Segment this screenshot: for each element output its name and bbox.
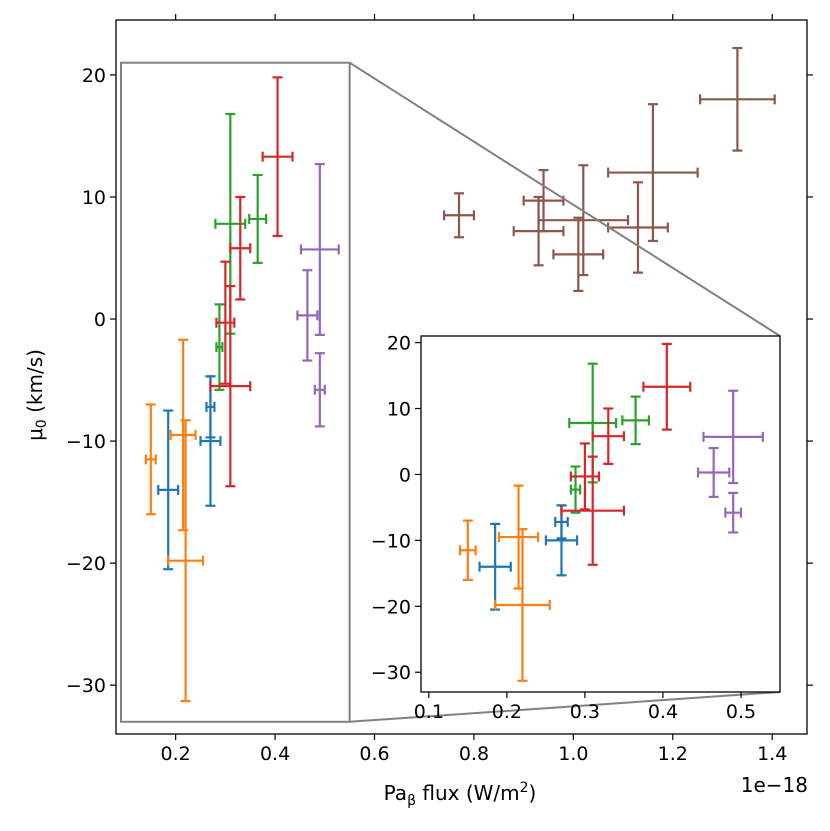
main-red-point (261, 76, 294, 238)
x-offset-text: 1e−18 (741, 773, 808, 797)
zoom-connector-bottom (349, 691, 781, 723)
y-axis-label: μ0 (km/s) (23, 349, 50, 441)
main-y-tick-label: 10 (82, 187, 106, 209)
main-y-tick-label: 0 (94, 309, 106, 331)
main-y-tick-label: 20 (82, 65, 106, 87)
inset-y-tick-label: 0 (399, 464, 411, 486)
inset-y-tick-label: −30 (371, 662, 411, 684)
main-x-tick-label: 1.0 (558, 743, 588, 765)
main-purple-point (299, 162, 340, 336)
main-brown-point (512, 195, 565, 267)
main-y-tick-label: −10 (66, 431, 106, 453)
x-axis-label: Paβ flux (W/m2) (384, 780, 537, 809)
inset-x-tick-label: 0.3 (570, 701, 600, 723)
zoom-indicator (349, 61, 781, 723)
axis-labels: μ0 (km/s) Paβ flux (W/m2) 1e−18 (23, 349, 808, 809)
main-brown-point (607, 181, 669, 274)
inset-purple-point (702, 389, 764, 485)
main-brown-point (699, 46, 776, 152)
main-x-tick-label: 0.4 (260, 743, 290, 765)
main-x-tick-label: 0.8 (459, 743, 489, 765)
inset-y-tick-label: 10 (387, 399, 411, 421)
main-purple-point (296, 269, 319, 362)
zoom-box (119, 61, 351, 723)
inset-y-tick-label: −10 (371, 530, 411, 552)
main-brown-point (552, 216, 605, 293)
inset-purple-point (724, 491, 743, 534)
inset-x-tick-label: 0.4 (648, 701, 678, 723)
inset-y-tick-label: −20 (371, 596, 411, 618)
inset-plot: 0.1 0.2 0.3 0.4 0.5 −30 −20 −10 0 10 20 (371, 333, 781, 723)
zoom-connector-top (349, 61, 781, 337)
main-y-tick-label: −20 (66, 553, 106, 575)
main-orange-point (169, 338, 197, 532)
inset-purple-point (696, 446, 731, 498)
main-green-point (214, 303, 225, 391)
inset-x-tick-label: 0.2 (492, 701, 522, 723)
main-orange-point (144, 403, 157, 516)
inset-green-point (621, 395, 650, 446)
main-y-tick-label: −30 (66, 675, 106, 697)
main-x-tick-label: 1.2 (658, 743, 688, 765)
main-x-tick-label: 1.4 (757, 743, 787, 765)
main-brown-point (443, 192, 476, 239)
inset-orange-point (458, 519, 477, 582)
inset-orange-point (494, 528, 551, 682)
main-orange-point (167, 419, 205, 703)
main-green-point (248, 173, 268, 264)
inset-x-tick-label: 0.5 (726, 701, 756, 723)
inset-blue-point (478, 522, 512, 611)
inset-x-tick-label: 0.1 (414, 701, 444, 723)
inset-red-point (569, 442, 601, 511)
main-purple-point (313, 352, 326, 428)
main-red-point (215, 260, 236, 385)
main-blue-point (157, 409, 180, 571)
main-red-point (229, 195, 252, 301)
inset-red-point (642, 342, 692, 431)
inset-frame (420, 335, 781, 693)
inset-red-point (560, 455, 626, 566)
inset-green-point (569, 465, 582, 514)
inset-y-tick-label: 20 (387, 333, 411, 355)
inset-red-point (591, 407, 626, 465)
main-brown-point (537, 164, 630, 277)
main-x-tick-label: 0.6 (359, 743, 389, 765)
main-red-point (209, 284, 252, 488)
main-brown-point (607, 103, 699, 243)
main-x-tick-label: 0.2 (161, 743, 191, 765)
